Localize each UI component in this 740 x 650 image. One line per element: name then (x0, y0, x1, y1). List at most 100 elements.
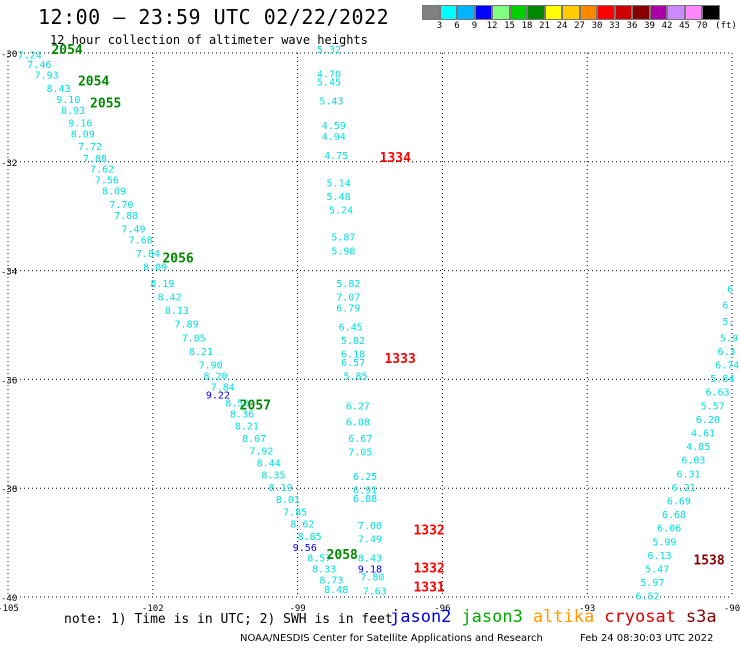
wave-height-value: 6.52 (635, 592, 659, 603)
wave-height-value: 8.42 (158, 293, 182, 304)
wave-height-value: 6.68 (662, 510, 686, 521)
wave-height-value: 8.01 (276, 495, 300, 506)
wave-height-value: 7.05 (348, 448, 372, 459)
wave-height-value: 5.82 (336, 279, 360, 290)
legend-swatch (579, 5, 597, 20)
wave-height-value: 5.98 (331, 246, 355, 257)
wave-height-value: 6 (722, 301, 728, 312)
lon-tick-label: -90 (724, 604, 740, 614)
wave-height-value: 8.09 (102, 186, 126, 197)
lat-tick-label: -34 (1, 268, 17, 278)
wave-height-value: 7.72 (78, 142, 102, 153)
wave-height-value: 8.21 (235, 421, 259, 432)
lon-tick-label: -102 (142, 604, 164, 614)
wave-height-value: 5.57 (701, 401, 725, 412)
lat-tick-label: -40 (1, 594, 17, 604)
wave-height-value: 8.09 (143, 263, 167, 274)
wave-height-value: 7.46 (27, 60, 51, 71)
legend-label: 24 (556, 21, 568, 31)
wave-height-value: 7.90 (199, 361, 223, 372)
pass-number-label: 1332 (413, 523, 444, 538)
wave-height-value: 5.82 (341, 336, 365, 347)
wave-height-value: 6.45 (339, 322, 363, 333)
wave-height-value: 7.80 (360, 573, 384, 584)
legend-swatch (457, 5, 475, 20)
pass-number-label: 2056 (162, 251, 193, 266)
page-title: 12:00 — 23:59 UTC 02/22/2022 (38, 5, 390, 29)
legend-swatch (439, 5, 457, 20)
wave-height-value: 6.20 (696, 415, 720, 426)
legend-label: 45 (679, 21, 690, 31)
pass-number-label: 2054 (78, 75, 109, 90)
wave-height-value: 7.56 (95, 176, 119, 187)
wave-height-value: 5. (722, 317, 734, 328)
wave-height-value: 4.85 (686, 442, 710, 453)
legend-label: 9 (471, 21, 478, 31)
wave-height-value: 7.62 (90, 165, 114, 176)
wave-height-value: 8.13 (165, 306, 189, 317)
map-grid (7, 52, 733, 598)
credit-text: NOAA/NESDIS Center for Satellite Applica… (240, 633, 543, 644)
wave-height-value: 6.74 (715, 361, 739, 372)
wave-height-value: 4.61 (691, 429, 715, 440)
wave-height-value: 5.45 (317, 78, 341, 89)
legend-label: 70 (696, 21, 708, 31)
wave-height-value: 7.07 (336, 293, 360, 304)
lat-tick-label: -32 (1, 159, 17, 169)
wave-height-value: 5.85 (343, 371, 367, 382)
color-legend (422, 5, 720, 20)
wave-height-value: 7.70 (109, 200, 133, 211)
legend-label: 18 (521, 21, 533, 31)
legend-label: 6 (454, 21, 460, 31)
satellite-jason3: jason3 (461, 607, 523, 627)
pass-number-label: 2057 (240, 398, 271, 413)
legend-label: 39 (644, 21, 655, 31)
wave-height-value: 6.88 (353, 494, 377, 505)
wave-height-value: 7.92 (249, 446, 273, 457)
wave-height-value: 4.75 (324, 151, 348, 162)
legend-swatch (474, 5, 492, 20)
legend-swatch (649, 5, 667, 20)
wave-height-value: 9.22 (206, 390, 230, 401)
wave-height-value: 6.06 (657, 524, 681, 535)
wave-height-value: 6.79 (336, 303, 360, 314)
wave-height-value: 6 (727, 284, 733, 295)
lon-tick-label: -99 (289, 604, 305, 614)
legend-label: 33 (609, 21, 620, 31)
wave-height-value: 6.25 (353, 472, 377, 483)
wave-height-value: 5.87 (331, 233, 355, 244)
credit-timestamp: Feb 24 08:30:03 UTC 2022 (580, 633, 714, 644)
satellite-cryosat: cryosat (604, 607, 676, 627)
wave-height-value: 5.9 (720, 333, 738, 344)
legend-swatch (492, 5, 510, 20)
wave-height-value: 7.49 (121, 225, 145, 236)
pass-number-label: 2058 (327, 548, 358, 563)
legend-label: 21 (539, 21, 550, 31)
wave-height-value: 8.62 (290, 519, 314, 530)
legend-label: 3 (436, 21, 443, 31)
wave-height-value: 8.36 (230, 409, 254, 420)
legend-label: 15 (504, 21, 515, 31)
legend-unit: (ft) (715, 21, 737, 31)
wave-height-value: 6.18 (341, 350, 365, 361)
wave-height-value: 7.89 (175, 320, 199, 331)
wave-height-value: 9.18 (358, 565, 382, 576)
wave-height-value: 6.03 (681, 456, 705, 467)
wave-height-value: 6.57 (341, 358, 365, 369)
wave-height-value: 8.19 (150, 279, 174, 290)
wave-height-value: 6.08 (346, 418, 370, 429)
lon-tick-label: -96 (434, 604, 450, 614)
satellite-s3a: s3a (685, 607, 717, 627)
pass-number-label: 1538 (693, 553, 724, 568)
wave-height-value: 8.85 (298, 532, 322, 543)
pass-number-label: 1334 (380, 151, 411, 166)
legend-label: 42 (661, 21, 673, 31)
footnote: note: 1) Time is in UTC; 2) SWH is in fe… (64, 612, 393, 627)
legend-labels: 3 6 9 12 15 18 21 24 27 30 33 36 39 42 45 70 (ft) (422, 21, 740, 33)
wave-height-value: 6.69 (667, 497, 691, 508)
wave-height-value: 7.88 (83, 154, 107, 165)
wave-height-value: 8.21 (189, 347, 213, 358)
legend-swatch (702, 5, 720, 20)
wave-height-value: 5.14 (327, 178, 351, 189)
wave-height-value: 7.63 (363, 586, 387, 597)
